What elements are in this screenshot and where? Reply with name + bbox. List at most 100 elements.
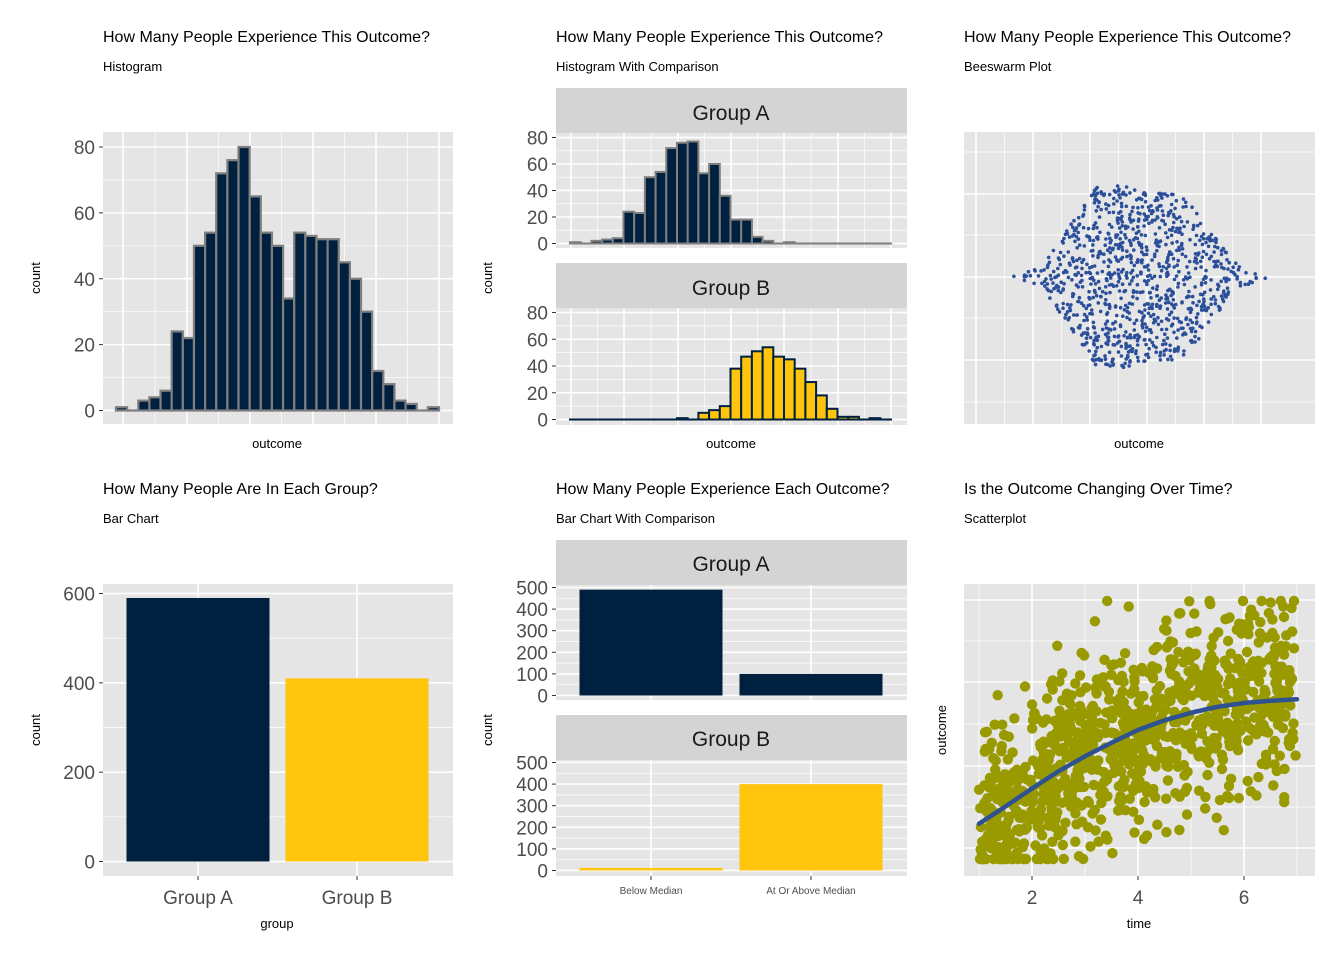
beeswarm-point <box>1160 327 1164 332</box>
beeswarm-point <box>1130 349 1134 354</box>
beeswarm-point <box>1246 282 1251 287</box>
scatterplot-title: Is the Outcome Changing Over Time? <box>964 481 1233 498</box>
beeswarm-point <box>1155 284 1160 289</box>
y-tick-label: 0 <box>84 402 95 423</box>
histogram-bar <box>426 406 441 412</box>
beeswarm-point <box>1137 240 1141 245</box>
beeswarm-point <box>1075 313 1079 317</box>
beeswarm-point <box>1211 238 1215 243</box>
scatter-point <box>985 842 996 854</box>
scatter-point <box>1119 648 1131 659</box>
scatter-point <box>1037 796 1048 807</box>
beeswarm-point <box>1058 250 1063 255</box>
beeswarm-point <box>1094 336 1098 341</box>
beeswarm-point <box>1149 304 1154 309</box>
beeswarm-point <box>1202 290 1207 295</box>
histogram-bar <box>665 147 678 245</box>
beeswarm-point <box>1091 320 1096 325</box>
y-tick-label: 80 <box>74 138 95 159</box>
scatter-point <box>1034 823 1046 834</box>
beeswarm-point <box>1161 219 1166 223</box>
beeswarm-point <box>1142 252 1146 257</box>
beeswarm-point <box>1094 209 1099 213</box>
beeswarm-point <box>1071 292 1076 297</box>
beeswarm-point <box>1116 279 1121 284</box>
scatter-point <box>1096 797 1107 809</box>
beeswarm-point <box>1076 237 1081 241</box>
scatter-point <box>1090 727 1102 738</box>
beeswarm-point <box>1198 221 1203 226</box>
scatter-point <box>1039 843 1050 854</box>
beeswarm-point <box>1092 343 1096 347</box>
beeswarm-point <box>1140 205 1145 209</box>
beeswarm-point <box>1159 319 1164 324</box>
beeswarm-point <box>1143 329 1148 334</box>
scatter-point <box>984 821 995 832</box>
beeswarm-point <box>1183 200 1188 205</box>
beeswarm-point <box>1049 277 1053 281</box>
beeswarm-point <box>1106 264 1111 269</box>
histogram-comparison-plot: 0 20 40 60 80 0 20 40 60 80 <box>527 88 907 432</box>
scatter-point <box>1260 749 1272 760</box>
beeswarm-point <box>1072 228 1077 233</box>
beeswarm-point <box>1097 286 1102 291</box>
beeswarm-point <box>1076 299 1081 304</box>
scatter-point <box>1161 827 1172 838</box>
beeswarm-point <box>1104 298 1108 302</box>
beeswarm-point <box>1128 212 1132 217</box>
scatter-point <box>1245 786 1257 797</box>
beeswarm-point <box>1201 237 1206 241</box>
beeswarm-point <box>1129 243 1133 248</box>
beeswarm-point <box>1186 322 1190 327</box>
scatter-point <box>1205 598 1216 610</box>
scatter-point <box>1275 595 1287 607</box>
beeswarm-point <box>1092 188 1097 193</box>
beeswarm-point <box>1116 350 1121 354</box>
histogram-bar <box>750 350 764 421</box>
scatter-point <box>1048 797 1060 808</box>
histogram-bar <box>708 163 721 245</box>
beeswarm-point <box>1051 269 1056 274</box>
scatter-point <box>1242 735 1254 746</box>
scatter-point <box>1155 722 1167 733</box>
beeswarm-point <box>1117 289 1122 293</box>
beeswarm-point <box>1063 316 1067 320</box>
beeswarm-point <box>1143 337 1147 342</box>
beeswarm-point <box>1176 347 1180 351</box>
scatter-point <box>1093 755 1104 766</box>
beeswarm-point <box>1208 238 1212 243</box>
beeswarm-point <box>1220 265 1224 270</box>
beeswarm-point <box>1160 342 1165 347</box>
histogram-bar <box>611 237 625 245</box>
histogram-bar <box>740 218 753 245</box>
scatter-point <box>1147 672 1159 683</box>
beeswarm-point <box>1200 255 1205 259</box>
beeswarm-point <box>1197 337 1201 341</box>
beeswarm-point <box>1079 333 1084 337</box>
beeswarm-point <box>1039 269 1043 273</box>
beeswarm-point <box>1103 285 1108 289</box>
beeswarm-point <box>1096 279 1101 284</box>
beeswarm-point <box>1066 275 1071 280</box>
beeswarm-point <box>1104 326 1109 330</box>
beeswarm-point <box>1174 198 1179 203</box>
y-tick-label: 0 <box>537 411 548 432</box>
beeswarm-subtitle: Beeswarm Plot <box>964 59 1052 74</box>
beeswarm-point <box>1182 282 1187 287</box>
beeswarm-point <box>1188 326 1193 331</box>
beeswarm-point <box>1104 237 1108 241</box>
beeswarm-point <box>1092 200 1097 205</box>
scatter-point <box>1115 791 1126 802</box>
y-tick-label: 600 <box>63 585 95 606</box>
beeswarm-point <box>1147 291 1152 295</box>
beeswarm-point <box>1209 278 1213 282</box>
beeswarm-point <box>1067 235 1072 239</box>
beeswarm-point <box>1125 270 1129 275</box>
beeswarm-point <box>1099 207 1103 212</box>
beeswarm-point <box>1161 265 1165 269</box>
beeswarm-point <box>1102 252 1106 256</box>
histogram-comparison-panel: How Many People Experience This Outcome?… <box>480 29 907 451</box>
histogram-bar <box>569 241 582 245</box>
beeswarm-point <box>1026 269 1031 274</box>
beeswarm-point <box>1115 341 1120 345</box>
